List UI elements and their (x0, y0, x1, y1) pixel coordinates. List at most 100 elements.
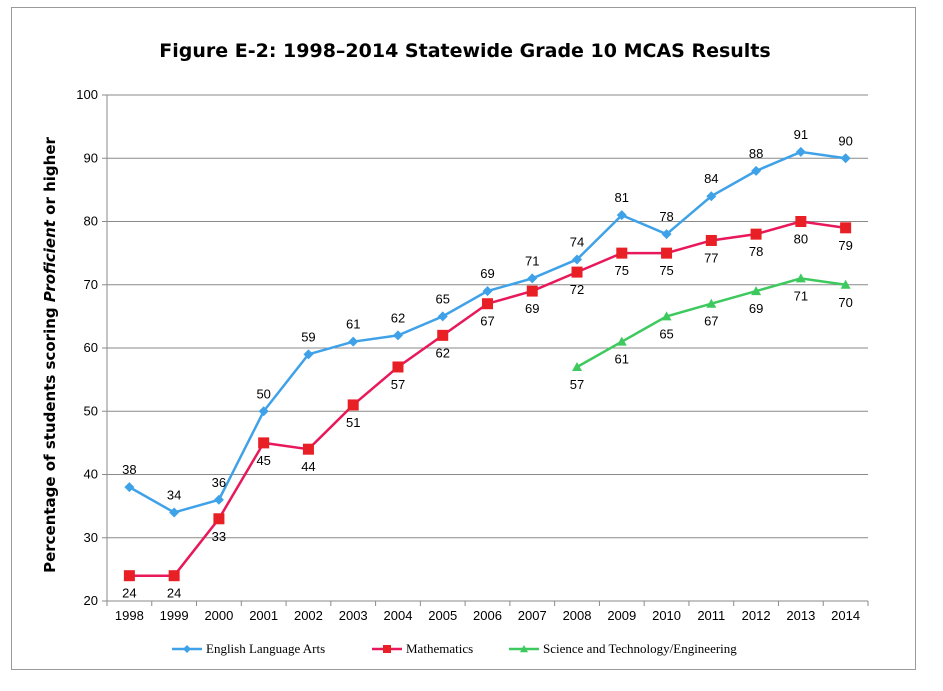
data-point-square (661, 247, 673, 259)
y-axis-label-prefix: Percentage of students scoring (41, 302, 59, 573)
data-label-math: 24 (122, 586, 136, 601)
data-point-diamond (348, 336, 359, 347)
x-tick-label: 2001 (249, 608, 278, 623)
gridlines (107, 94, 868, 539)
y-tick-label: 30 (84, 530, 98, 545)
data-point-square (258, 437, 270, 449)
data-point-triangle (751, 286, 762, 296)
data-label-ela: 38 (122, 462, 136, 477)
data-point-diamond (392, 330, 403, 341)
x-tick-label: 2010 (652, 608, 681, 623)
data-label-science: 69 (749, 301, 763, 316)
data-point-diamond (616, 210, 627, 221)
data-point-triangle (661, 311, 672, 321)
x-tick-label: 1998 (115, 608, 144, 623)
data-label-ela: 84 (704, 171, 718, 186)
x-tick-label: 2000 (204, 608, 233, 623)
data-point-diamond (124, 482, 135, 493)
data-point-square (437, 329, 449, 341)
data-label-math: 77 (704, 250, 718, 265)
data-label-ela: 91 (794, 127, 808, 142)
data-label-ela: 78 (659, 209, 673, 224)
data-point-square (750, 228, 762, 240)
x-tick-label: 2002 (294, 608, 323, 623)
data-label-ela: 62 (391, 310, 405, 325)
data-label-math: 45 (256, 453, 270, 468)
data-point-diamond (840, 153, 851, 164)
data-point-square (616, 247, 628, 259)
data-point-square (795, 216, 807, 227)
data-label-math: 79 (838, 238, 852, 253)
data-point-square (123, 570, 135, 582)
y-tick-label: 70 (84, 277, 98, 292)
data-point-diamond (661, 229, 672, 240)
x-tick-label: 2005 (428, 608, 457, 623)
data-point-diamond (183, 645, 191, 653)
y-tick-label: 20 (84, 593, 98, 608)
data-label-math: 51 (346, 415, 360, 430)
chart-title: Figure E-2: 1998–2014 Statewide Grade 10… (159, 40, 770, 62)
data-point-diamond (437, 311, 448, 322)
y-axis-label: Percentage of students scoring Proficien… (41, 136, 59, 572)
data-label-math: 62 (436, 345, 450, 360)
data-point-diamond (303, 349, 314, 360)
data-point-triangle (795, 273, 806, 283)
data-label-math: 72 (570, 282, 584, 297)
data-label-ela: 90 (838, 133, 852, 148)
data-point-triangle (572, 361, 583, 371)
data-label-science: 57 (570, 377, 584, 392)
x-tick-labels: 1998 1999 2000 2001 2002 2003 2004 2005 2006 2007… (115, 608, 860, 623)
x-tick-label: 2009 (607, 608, 636, 623)
x-tick-label: 1999 (160, 608, 189, 623)
data-point-triangle (520, 645, 528, 653)
x-tick-label: 2003 (339, 608, 368, 623)
data-point-diamond (751, 165, 762, 176)
y-axis-label-emphasis: Proficient (41, 219, 59, 302)
data-label-math: 67 (480, 314, 494, 329)
y-tick-label: 40 (84, 467, 98, 482)
data-label-math: 69 (525, 301, 539, 316)
data-label-ela: 81 (615, 190, 629, 205)
data-point-diamond (795, 146, 806, 157)
data-point-triangle (840, 279, 851, 289)
x-tick-label: 2013 (786, 608, 815, 623)
data-label-science: 65 (659, 326, 673, 341)
data-label-science: 61 (615, 352, 629, 367)
data-point-square (302, 443, 314, 455)
y-axis-label-suffix: or higher (41, 136, 59, 220)
data-point-diamond (482, 286, 493, 297)
series-line-ela (128, 150, 846, 514)
x-tick-label: 2007 (518, 608, 547, 623)
data-point-square (213, 513, 225, 525)
x-tick-label: 2004 (384, 608, 413, 623)
data-point-diamond (706, 191, 717, 202)
data-label-math: 75 (615, 263, 629, 278)
data-label-math: 80 (794, 232, 808, 247)
data-label-math: 24 (167, 586, 181, 601)
data-point-diamond (572, 254, 583, 265)
data-point-diamond (527, 273, 538, 284)
data-label-math: 75 (659, 263, 673, 278)
x-tick-label: 2011 (697, 608, 725, 623)
data-point-square (482, 298, 493, 310)
data-point-square (168, 570, 180, 582)
data-point-square (705, 234, 717, 246)
data-label-ela: 50 (256, 386, 270, 401)
data-label-ela: 88 (749, 146, 763, 161)
data-point-square (392, 361, 404, 373)
data-point-square (840, 222, 852, 234)
x-tick-label: 2014 (831, 608, 860, 623)
data-label-ela: 61 (346, 317, 360, 332)
data-point-square (383, 645, 391, 653)
data-point-triangle (616, 336, 627, 346)
chart-frame (11, 7, 916, 670)
x-tick-label: 2006 (473, 608, 502, 623)
data-label-math: 57 (391, 377, 405, 392)
y-tick-labels: 20 30 40 50 60 70 80 90 100 (76, 87, 98, 608)
data-point-diamond (258, 406, 269, 417)
data-label-science: 67 (704, 314, 718, 329)
data-label-science: 71 (794, 288, 808, 303)
y-tick-label: 100 (76, 87, 98, 102)
x-tick-label: 2012 (742, 608, 771, 623)
